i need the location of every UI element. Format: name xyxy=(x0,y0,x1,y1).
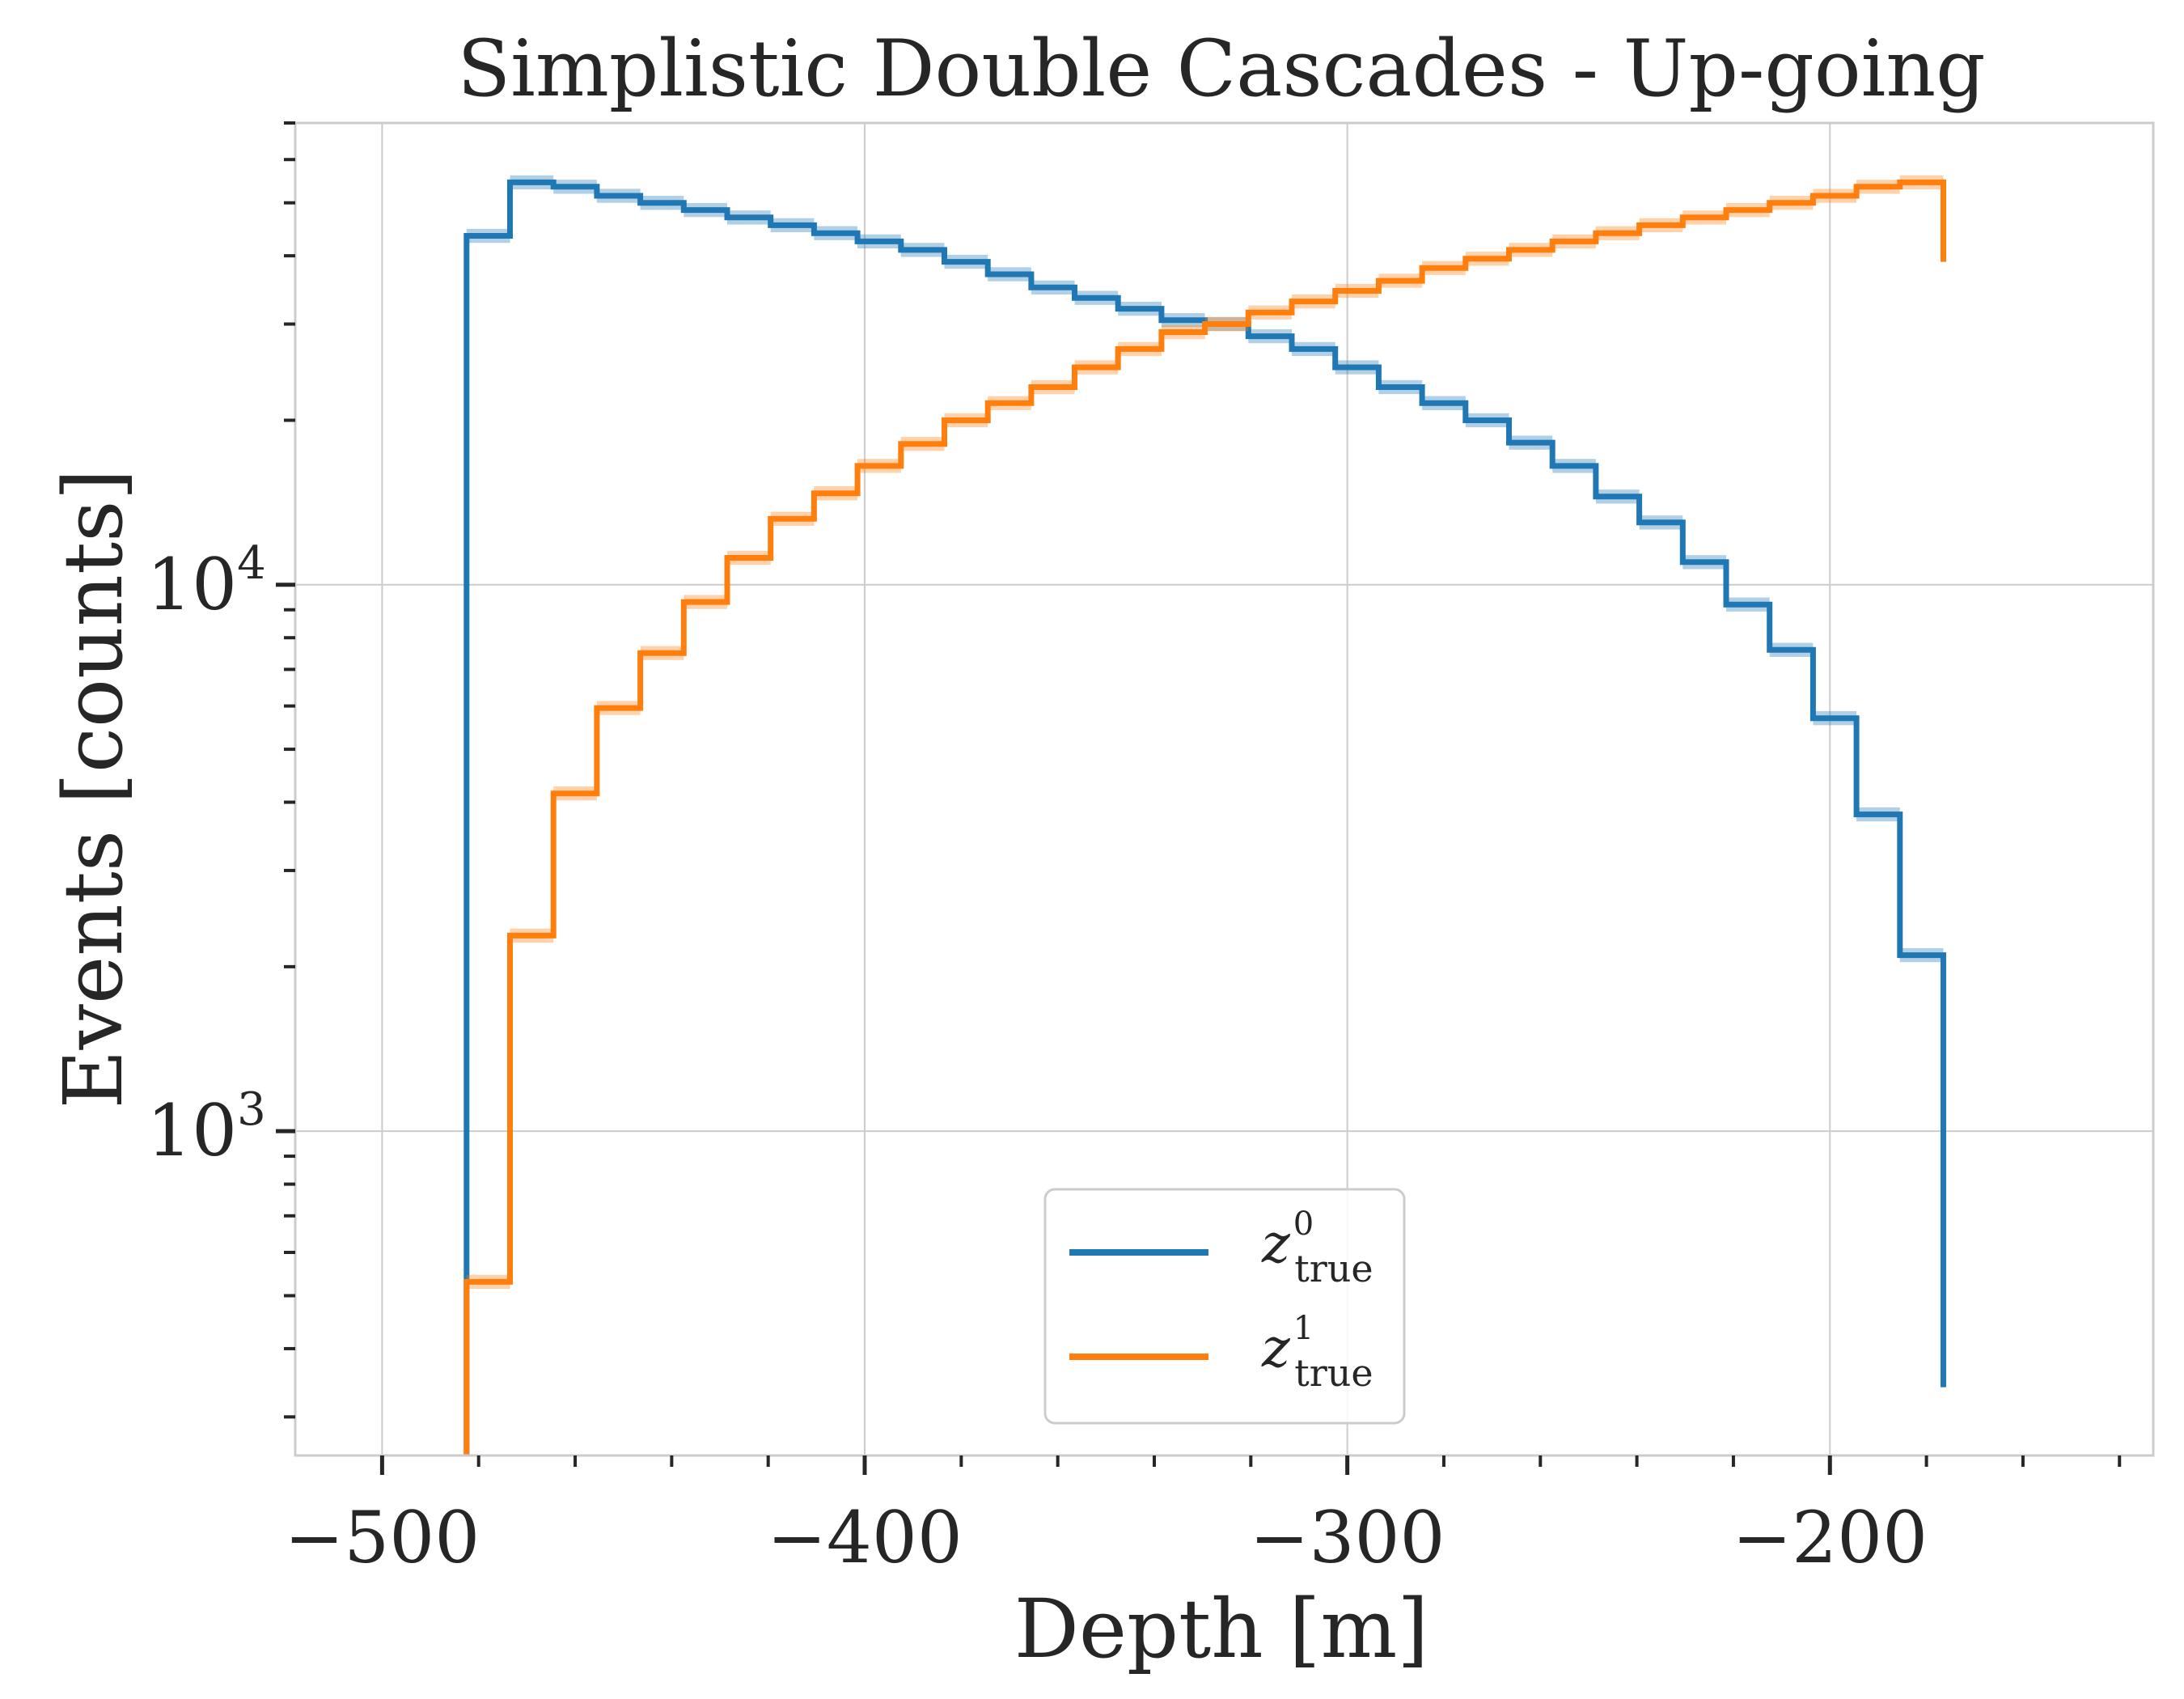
x-tick-label: −500 xyxy=(285,1496,480,1579)
legend-label-z0: z 0 true xyxy=(1261,1205,1373,1290)
series-layer xyxy=(463,175,1946,1455)
legend-label-z1: z 1 true xyxy=(1261,1310,1373,1395)
x-tick-label: −300 xyxy=(1250,1496,1445,1579)
y-axis-label: Events [counts] xyxy=(46,469,141,1109)
chart-title: Simplistic Double Cascades - Up-going xyxy=(457,23,1985,114)
series-1-step-line xyxy=(463,179,1946,1455)
legend-box xyxy=(1043,1188,1406,1425)
grid-lines xyxy=(295,123,2153,1455)
y-axis-ticks: 103 104 xyxy=(146,121,295,1419)
legend: z 0 true z 1 true xyxy=(1043,1188,1406,1425)
x-axis-ticks: −500 −400 −300 −200 xyxy=(285,1455,2122,1579)
x-tick-label: −400 xyxy=(767,1496,963,1579)
y-tick-label: 103 xyxy=(146,1083,266,1172)
y-tick-label: 104 xyxy=(146,537,266,626)
x-tick-label: −200 xyxy=(1732,1496,1928,1579)
x-axis-label: Depth [m] xyxy=(1014,1582,1429,1676)
plot-frame xyxy=(294,121,2155,1457)
